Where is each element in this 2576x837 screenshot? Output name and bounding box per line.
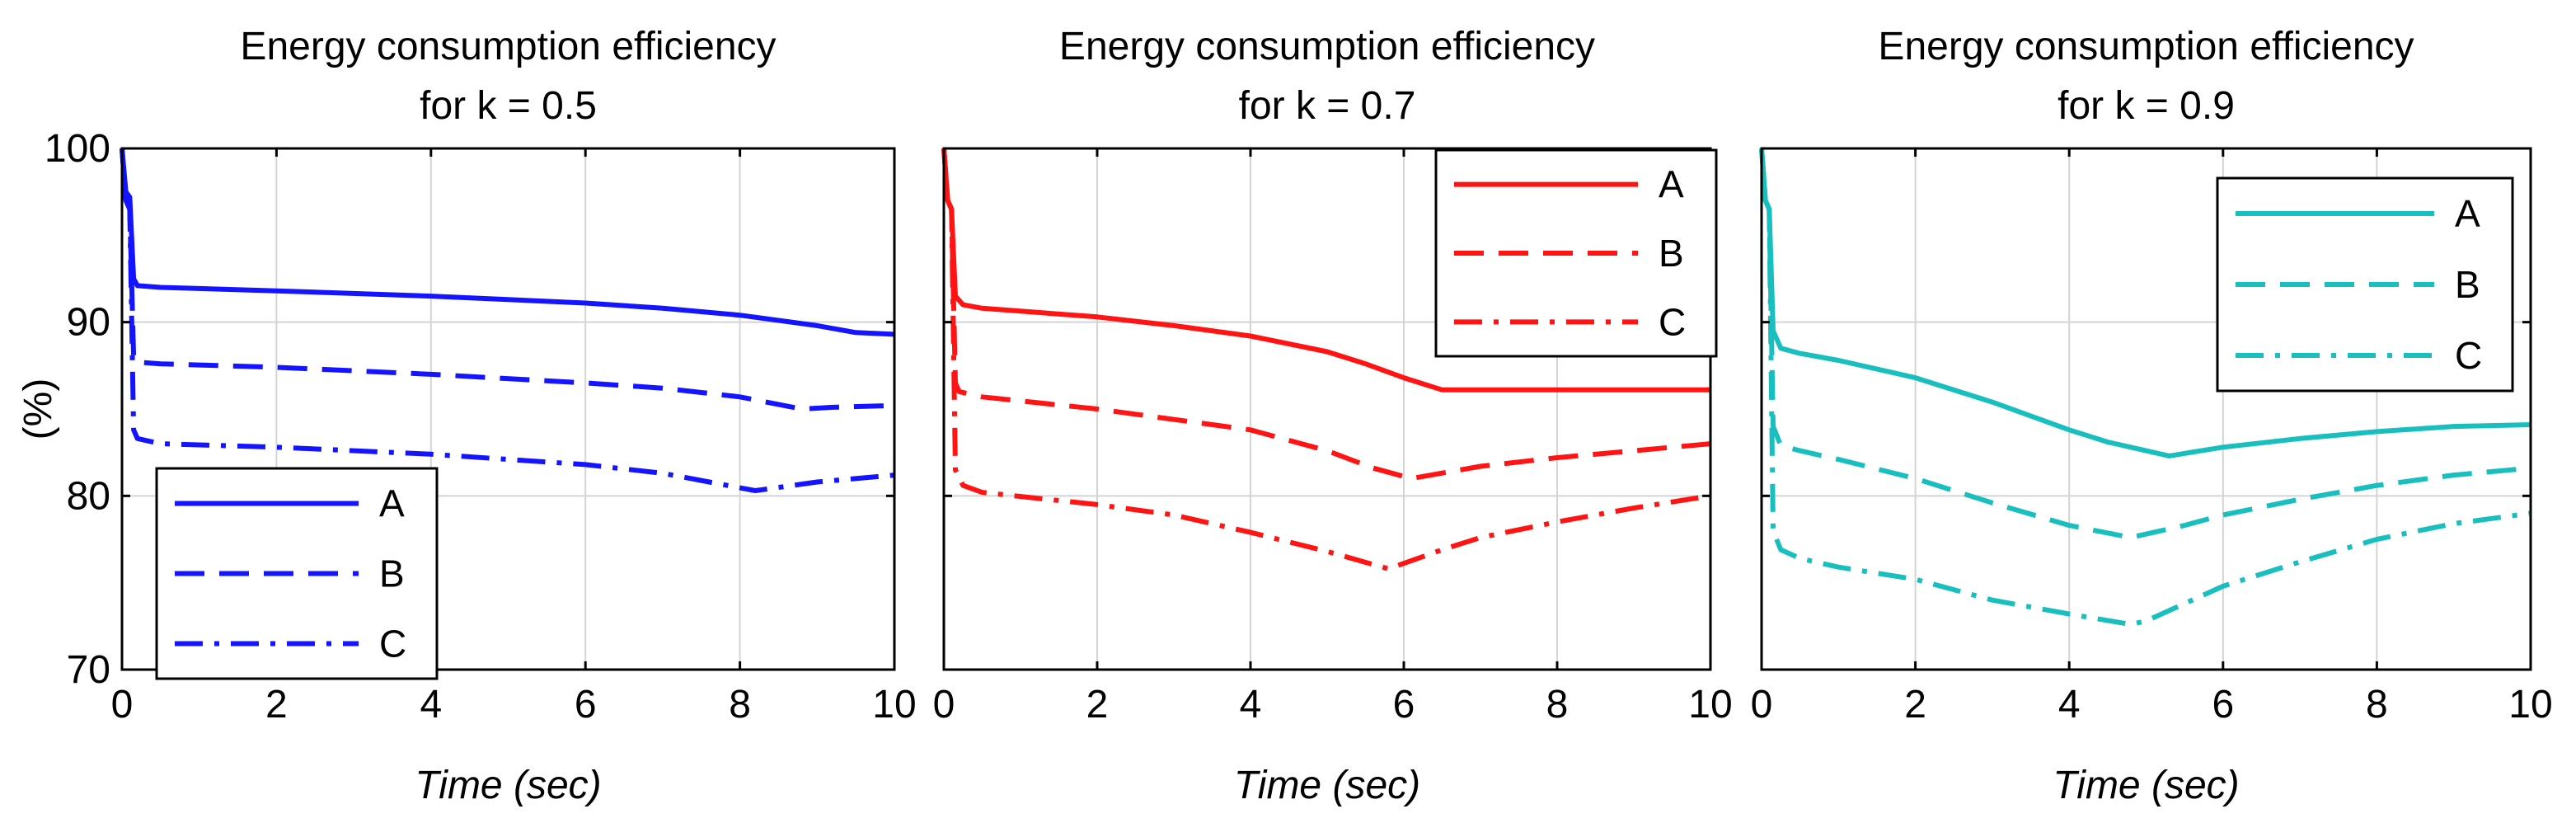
chart-title: Energy consumption efficiency [1059,25,1595,68]
x-axis-label: Time (sec) [1234,764,1420,807]
x-tick-label: 10 [1688,683,1732,726]
chart-title: for k = 0.7 [1239,84,1416,128]
x-tick-label: 6 [575,683,597,726]
axes-frame [120,147,896,671]
x-tick-label: 8 [2366,683,2388,726]
x-tick-label: 4 [1240,683,1262,726]
x-tick-label: 2 [265,683,288,726]
axes-frame [942,147,1712,671]
series-line-b [941,148,1711,482]
series-line-c [120,148,895,493]
x-axis-label: Time (sec) [415,764,601,807]
legend-label-b: B [2455,263,2480,306]
legend-label-a: A [1659,163,1684,206]
y-axis-label: (%) [16,379,60,440]
y-tick-label: 90 [67,301,110,345]
x-tick-label: 6 [1393,683,1415,726]
legend-label-c: C [2455,334,2482,377]
x-axis-label: Time (sec) [2053,764,2239,807]
chart-title: Energy consumption efficiency [1878,25,2414,68]
legend: ABC [2216,176,2514,393]
series-line-b [120,148,895,411]
legend-label-b: B [379,553,405,595]
x-tick-label: 2 [1904,683,1926,726]
chart-panel-k-0-7: 0 2 4 6 8 10 Energy consumption efficiency for … [933,25,1733,807]
legend-label-c: C [379,623,406,665]
x-tick-label: 10 [2508,683,2552,726]
series-line-c [1759,148,2531,628]
x-tick-label: 8 [729,683,751,726]
chart-title: Energy consumption efficiency [240,25,776,68]
legend-label-a: A [379,482,405,525]
y-tick-label: 80 [67,474,110,518]
x-tick-label: 10 [872,683,916,726]
x-tick-label: 0 [111,683,134,726]
x-tick-label: 4 [420,683,442,726]
x-tick-label: 6 [2212,683,2234,726]
x-tick-label: 0 [1751,683,1773,726]
series-line-b [1759,148,2531,540]
chart-panel-k-0-5: 0 2 4 6 8 10 70 80 90 100 Energy consumption effic… [16,25,917,807]
chart-title: for k = 0.5 [420,84,597,128]
legend-label-b: B [1659,232,1684,275]
x-tick-label: 0 [933,683,955,726]
axes-frame [1760,147,2532,671]
x-tick-label: 2 [1086,683,1109,726]
chart-panel-k-0-9: 0 2 4 6 8 10 Energy consumption efficiency for … [1751,25,2553,807]
legend: ABC [155,467,439,680]
x-tick-label: 4 [2058,683,2081,726]
series-line-c [941,148,1711,571]
y-tick-label: 100 [45,127,110,171]
legend-label-a: A [2455,192,2480,235]
x-tick-label: 8 [1546,683,1569,726]
legend-label-c: C [1659,300,1686,343]
y-tick-label: 70 [67,648,110,692]
chart-title: for k = 0.9 [2058,84,2235,128]
legend: ABC [1434,148,1718,358]
